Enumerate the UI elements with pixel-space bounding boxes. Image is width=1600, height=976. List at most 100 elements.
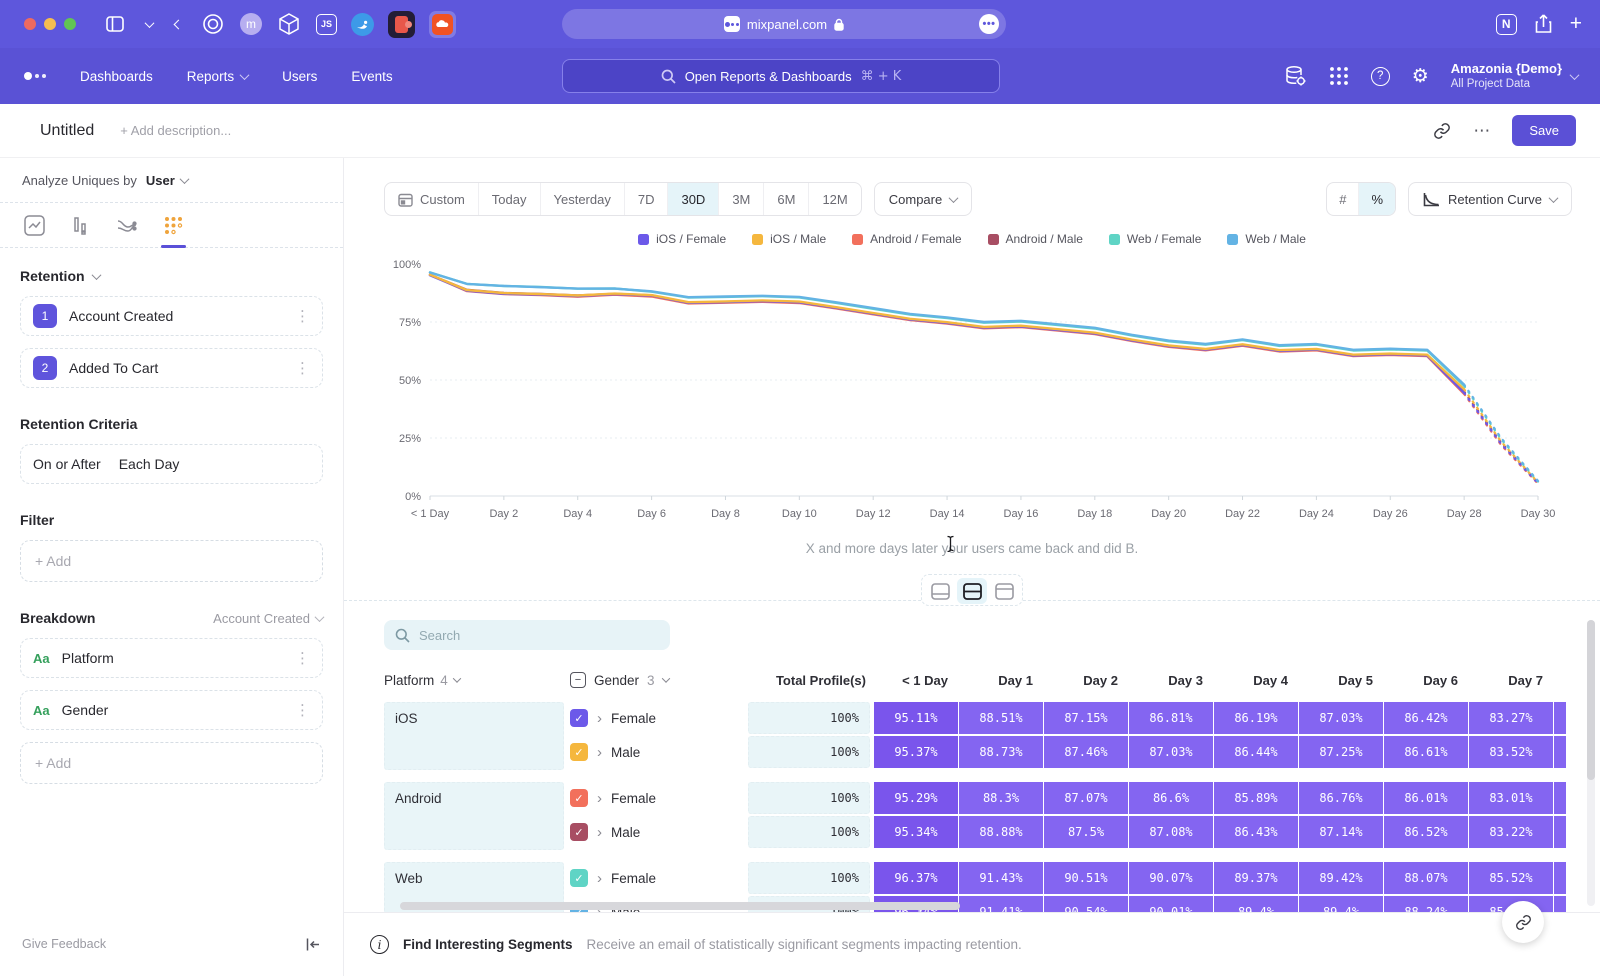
retention-value-cell[interactable]: 85.89% (1214, 782, 1298, 814)
chart-only-view-button[interactable] (925, 578, 955, 604)
retention-value-cell[interactable]: 86.76% (1299, 782, 1383, 814)
day-column-header[interactable]: Day 4 (1214, 673, 1299, 688)
expand-chevron-icon[interactable]: › (597, 710, 602, 727)
day-column-header[interactable]: Day 6 (1384, 673, 1469, 688)
kebab-menu-icon[interactable]: ⋮ (295, 649, 310, 667)
day-column-header[interactable]: Day 1 (959, 673, 1044, 688)
platform-cell[interactable]: Android (384, 782, 564, 850)
site-options-icon[interactable]: ••• (979, 14, 999, 34)
retention-value-cell[interactable]: 86.81% (1129, 702, 1213, 734)
collapse-sidebar-icon[interactable] (305, 937, 321, 952)
add-description[interactable]: + Add description... (120, 123, 231, 138)
retention-value-cell[interactable]: 83.27% (1469, 702, 1553, 734)
legend-item[interactable]: Android / Male (988, 232, 1083, 246)
legend-item[interactable]: Web / Female (1109, 232, 1201, 246)
range-12m[interactable]: 12M (809, 183, 860, 215)
table-only-view-button[interactable] (989, 578, 1019, 604)
nav-dashboards[interactable]: Dashboards (80, 69, 153, 84)
kebab-menu-icon[interactable]: ⋮ (295, 701, 310, 719)
save-button[interactable]: Save (1512, 115, 1576, 146)
retention-value-cell[interactable]: 83.22% (1469, 816, 1553, 848)
retention-value-cell[interactable]: 86.61% (1384, 736, 1468, 768)
breakdown-event-dropdown[interactable]: Account Created (213, 611, 323, 626)
retention-value-cell[interactable]: 95.29% (874, 782, 958, 814)
tab-chevron-down-icon[interactable] (142, 11, 156, 37)
legend-item[interactable]: iOS / Male (752, 232, 826, 246)
add-breakdown-button[interactable]: + Add (20, 742, 323, 784)
kebab-menu-icon[interactable]: ⋮ (295, 307, 310, 325)
series-checkbox[interactable]: ✓ (570, 743, 588, 761)
retention-value-cell[interactable]: 96.37% (874, 862, 958, 894)
more-options-icon[interactable]: ⋯ (1473, 121, 1490, 141)
retention-value-cell[interactable]: 83.52% (1469, 736, 1553, 768)
retention-value-cell[interactable]: 87.14% (1299, 816, 1383, 848)
expand-chevron-icon[interactable]: › (597, 824, 602, 841)
table-search-input[interactable] (419, 628, 639, 643)
analyze-value-dropdown[interactable]: User (146, 173, 175, 188)
tab-flows[interactable] (116, 203, 138, 247)
find-segments-title[interactable]: Find Interesting Segments (403, 937, 573, 952)
share-icon[interactable] (1535, 14, 1552, 34)
sidebar-toggle-icon[interactable] (102, 11, 128, 37)
platform-column-header[interactable]: Platform 4 (384, 673, 570, 688)
gender-cell[interactable]: ✓›Female (570, 862, 742, 894)
tab-retention[interactable] (163, 203, 184, 247)
horizontal-scrollbar[interactable] (400, 902, 960, 910)
retention-value-cell[interactable]: 87.07% (1044, 782, 1128, 814)
reader-app-icon[interactable] (388, 11, 415, 38)
expand-chevron-icon[interactable]: › (597, 744, 602, 761)
kebab-menu-icon[interactable]: ⋮ (295, 359, 310, 377)
help-icon[interactable]: ? (1371, 67, 1390, 86)
retention-criteria-control[interactable]: On or After Each Day (20, 444, 323, 484)
apps-grid-icon[interactable] (1329, 66, 1349, 86)
retention-value-cell[interactable]: 87.15% (1044, 702, 1128, 734)
criteria-interval[interactable]: Each Day (119, 456, 180, 472)
retention-value-cell[interactable]: 88.07% (1384, 862, 1468, 894)
retention-value-cell[interactable]: 87.08% (1129, 816, 1213, 848)
address-bar[interactable]: mixpanel.com ••• (562, 9, 1006, 39)
minimize-window-button[interactable] (44, 18, 56, 30)
total-profiles-header[interactable]: Total Profile(s) (748, 673, 874, 688)
day-column-header[interactable]: Day 7 (1469, 673, 1554, 688)
gender-cell[interactable]: ✓›Female (570, 702, 742, 734)
retention-value-cell[interactable]: 83.01% (1469, 782, 1553, 814)
retention-value-cell[interactable]: 89.42% (1299, 862, 1383, 894)
retention-value-cell[interactable]: 87.5% (1044, 816, 1128, 848)
cube-extension-icon[interactable] (276, 11, 302, 37)
day-column-header[interactable]: Day 3 (1129, 673, 1214, 688)
copy-link-icon[interactable] (1433, 122, 1451, 140)
retention-value-cell[interactable]: 87.03% (1299, 702, 1383, 734)
expand-chevron-icon[interactable]: › (597, 790, 602, 807)
series-checkbox[interactable]: ✓ (570, 869, 588, 887)
retention-value-cell[interactable]: 88.3% (959, 782, 1043, 814)
criteria-mode[interactable]: On or After (33, 456, 101, 472)
breakdown-gender[interactable]: Aa Gender ⋮ (20, 690, 323, 730)
retention-value-cell[interactable]: 88.51% (959, 702, 1043, 734)
tab-insights[interactable] (24, 203, 45, 247)
retention-value-cell[interactable]: 90.51% (1044, 862, 1128, 894)
breakdown-platform[interactable]: Aa Platform ⋮ (20, 638, 323, 678)
retention-step-1[interactable]: 1 Account Created ⋮ (20, 296, 323, 336)
close-window-button[interactable] (24, 18, 36, 30)
retention-value-cell[interactable]: 86.52% (1384, 816, 1468, 848)
day-column-header[interactable]: Day 5 (1299, 673, 1384, 688)
add-filter-button[interactable]: + Add (20, 540, 323, 582)
retention-value-cell[interactable]: 87.25% (1299, 736, 1383, 768)
data-management-icon[interactable] (1283, 64, 1307, 88)
retention-value-cell[interactable]: 88.88% (959, 816, 1043, 848)
javascript-extension-icon[interactable]: JS (316, 14, 337, 35)
series-checkbox[interactable]: ✓ (570, 789, 588, 807)
absolute-numbers-toggle[interactable]: # (1327, 183, 1359, 215)
retention-value-cell[interactable]: 87.03% (1129, 736, 1213, 768)
onepassword-icon[interactable] (200, 11, 226, 37)
retention-value-cell[interactable]: 90.07% (1129, 862, 1213, 894)
retention-value-cell[interactable]: 85.52% (1469, 862, 1553, 894)
series-checkbox[interactable]: ✓ (570, 823, 588, 841)
retention-value-cell[interactable]: 95.34% (874, 816, 958, 848)
compare-button[interactable]: Compare (874, 182, 972, 216)
gender-cell[interactable]: ✓›Male (570, 816, 742, 848)
percent-toggle[interactable]: % (1359, 183, 1395, 215)
back-icon[interactable] (170, 11, 186, 37)
nav-reports[interactable]: Reports (187, 69, 248, 84)
legend-item[interactable]: Android / Female (852, 232, 961, 246)
